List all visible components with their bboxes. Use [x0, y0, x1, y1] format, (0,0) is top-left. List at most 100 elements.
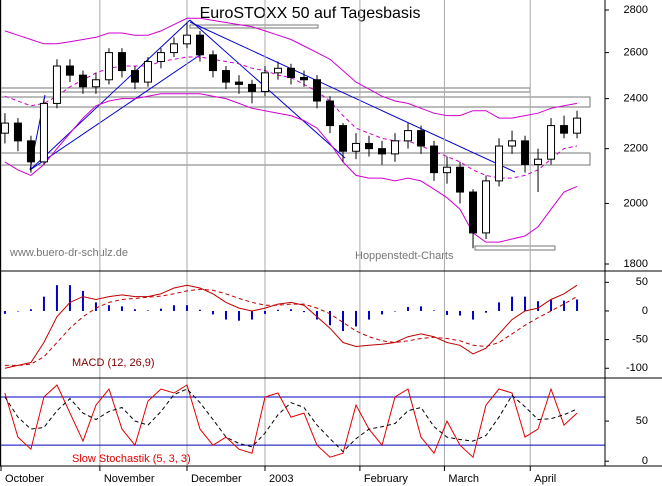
y-tick-label: -50: [632, 334, 648, 346]
histogram-bar: [29, 309, 32, 311]
y-tick-label: 50: [636, 415, 648, 427]
histogram-bar: [81, 290, 84, 311]
x-tick-label: March: [448, 473, 479, 485]
candle-body: [482, 180, 491, 234]
histogram-bar: [42, 296, 45, 311]
series-line: [4, 284, 578, 369]
histogram-bar: [576, 299, 579, 311]
candle-body: [560, 125, 569, 134]
histogram-bar: [94, 302, 97, 311]
candle-body: [65, 65, 74, 76]
candle-body: [443, 166, 452, 174]
histogram-bar: [250, 310, 253, 320]
level-box: [474, 245, 556, 251]
histogram-bar: [237, 310, 240, 321]
candle-body: [495, 145, 504, 182]
candle-body: [312, 79, 321, 102]
candle-body: [221, 70, 230, 83]
histogram-bar: [172, 305, 175, 311]
candle-body: [247, 83, 256, 92]
candle-body: [26, 140, 35, 163]
x-tick-label: 2003: [269, 473, 293, 485]
histogram-bar: [433, 310, 436, 311]
level-box: [0, 152, 591, 166]
trend-line: [29, 19, 191, 171]
candle-body: [286, 67, 295, 78]
candle-body: [208, 54, 217, 72]
candle-body: [13, 122, 22, 142]
histogram-bar: [446, 310, 449, 315]
panel-label: Slow Stochastik (5, 3, 3): [72, 453, 191, 465]
x-tick-label: December: [191, 473, 242, 485]
histogram-bar: [537, 301, 540, 311]
candle-body: [260, 72, 269, 92]
trend-line: [189, 21, 516, 173]
candle-body: [339, 125, 348, 152]
candle-body: [534, 158, 543, 166]
histogram-bar: [315, 310, 318, 320]
histogram-bar: [420, 306, 423, 311]
histogram-bar: [394, 310, 397, 312]
candle-body: [391, 140, 400, 155]
candle-body: [326, 100, 334, 127]
candle-body: [417, 130, 426, 147]
y-tick-label: 0: [642, 305, 648, 317]
y-tick-label: 2800: [624, 4, 648, 16]
y-tick-label: 50: [636, 276, 648, 288]
histogram-bar: [120, 306, 123, 311]
candle-body: [52, 65, 61, 104]
level-box: [189, 24, 319, 29]
candle-body: [547, 125, 556, 160]
histogram-bar: [329, 310, 331, 326]
x-tick-label: October: [5, 473, 44, 485]
panel-label: MACD (12, 26,9): [72, 357, 155, 369]
candle-body: [0, 122, 9, 134]
histogram-bar: [459, 310, 462, 316]
candle-body: [273, 67, 282, 74]
series-line: [4, 388, 578, 453]
histogram-bar: [68, 285, 71, 311]
series-line: [4, 93, 578, 243]
trend-line: [29, 54, 201, 171]
histogram-bar: [563, 300, 566, 311]
histogram-bar: [302, 310, 305, 313]
histogram-bar: [498, 302, 501, 311]
y-tick-label: 2000: [624, 197, 648, 209]
candle-body: [430, 145, 439, 174]
candle-body: [130, 70, 139, 83]
candle-body: [78, 74, 87, 88]
candle-body: [104, 52, 113, 81]
histogram-bar: [368, 310, 371, 320]
histogram-bar: [342, 310, 345, 332]
candle-body: [378, 148, 387, 155]
histogram-bar: [472, 310, 475, 320]
candle-body: [91, 79, 100, 88]
histogram-bar: [511, 296, 514, 311]
x-tick-label: April: [534, 473, 556, 485]
candle-body: [169, 43, 178, 54]
series-line: [4, 384, 578, 459]
histogram-bar: [198, 309, 201, 311]
histogram-bar: [133, 309, 136, 311]
series-line: [4, 288, 578, 366]
candle-body: [404, 130, 413, 142]
x-tick-label: November: [104, 473, 155, 485]
candle-body: [299, 76, 308, 81]
y-tick-label: 2400: [624, 93, 648, 105]
candle-body: [508, 140, 517, 147]
series-line: [4, 17, 578, 119]
x-tick-label: February: [364, 473, 409, 485]
candle-body: [195, 34, 204, 56]
candle-body: [234, 81, 243, 85]
candle-body: [156, 52, 165, 63]
candle-body: [365, 142, 374, 150]
y-tick-label: 2200: [624, 143, 648, 155]
histogram-bar: [550, 299, 553, 311]
histogram-bar: [185, 305, 188, 311]
candle-body: [39, 102, 48, 163]
candle-body: [521, 140, 530, 166]
histogram-bar: [224, 310, 227, 320]
histogram-bar: [16, 310, 19, 312]
y-tick-label: 0: [642, 455, 648, 467]
